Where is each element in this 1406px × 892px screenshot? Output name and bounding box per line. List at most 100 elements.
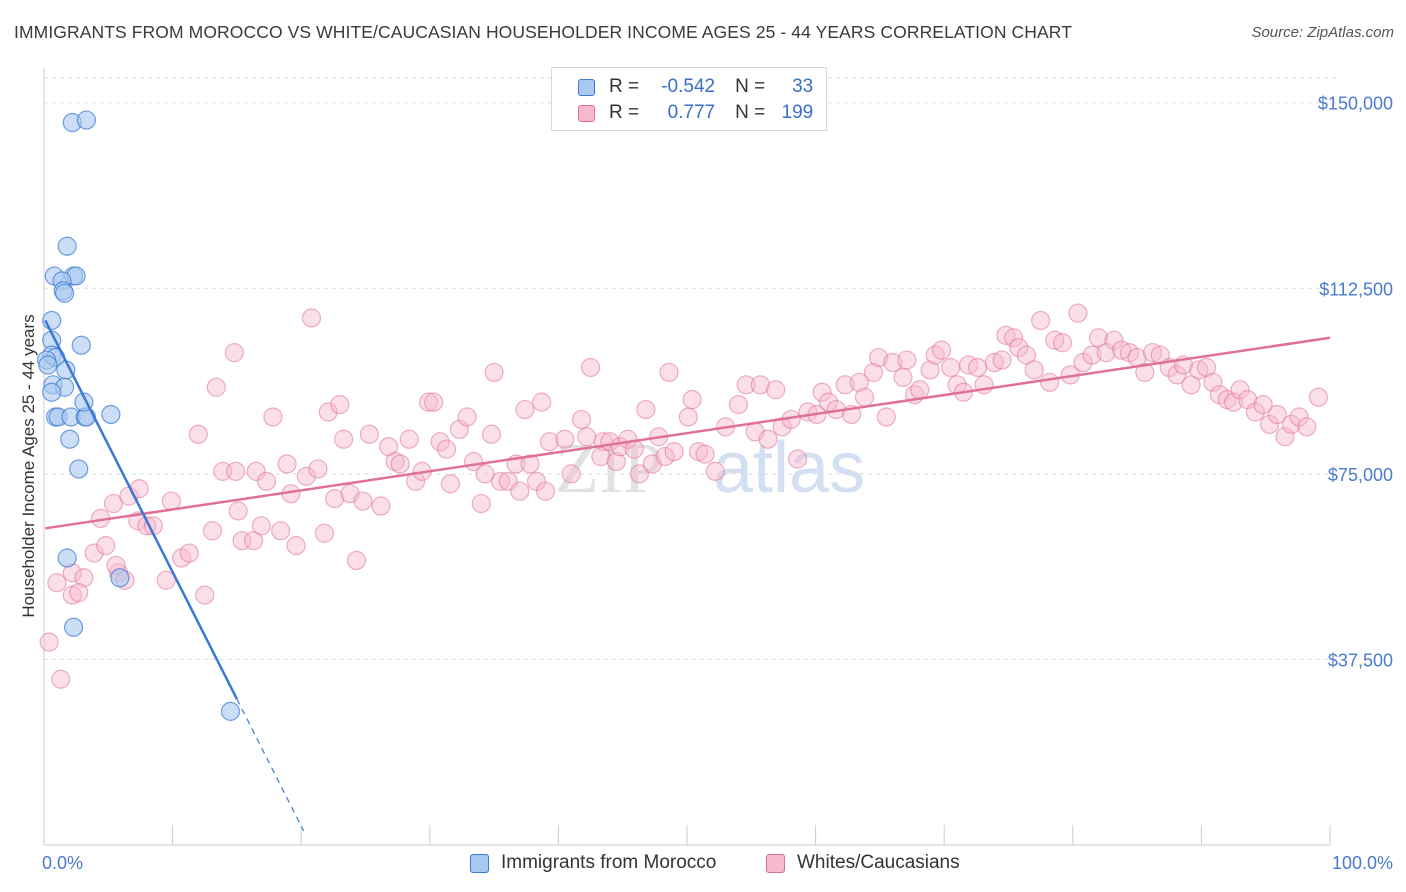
data-point-whites — [1088, 328, 1109, 348]
data-point-whites — [571, 409, 592, 430]
data-point-whites — [591, 446, 611, 467]
y-tick-label: $150,000 — [1318, 94, 1393, 114]
data-point-whites — [664, 442, 684, 462]
data-point-whites — [232, 531, 252, 551]
data-point-whites — [244, 531, 264, 551]
data-point-whites — [736, 375, 756, 395]
data-point-whites — [893, 367, 913, 387]
x-tick-label-max: 100.0% — [1332, 853, 1393, 873]
data-point-whites — [1040, 372, 1060, 392]
data-point-morocco — [101, 404, 121, 425]
y-tick-label: $37,500 — [1328, 650, 1393, 670]
data-point-whites — [277, 454, 297, 474]
data-point-whites — [1181, 375, 1201, 395]
data-point-whites — [1052, 333, 1073, 353]
data-point-whites — [728, 394, 749, 415]
data-point-whites — [510, 481, 530, 501]
data-point-whites — [750, 375, 770, 395]
data-point-whites — [520, 454, 540, 474]
data-point-whites — [1297, 417, 1317, 437]
legend-n-label: N = — [735, 76, 766, 97]
data-point-whites — [346, 550, 367, 571]
data-point-whites — [179, 543, 199, 563]
data-point-whites — [399, 429, 419, 449]
data-point-whites — [490, 471, 511, 491]
data-point-whites — [897, 350, 917, 370]
data-point-whites — [308, 459, 328, 479]
source-credit: Source: ZipAtlas.com — [1251, 24, 1394, 41]
data-point-whites — [390, 454, 410, 474]
chart-title: IMMIGRANTS FROM MOROCCO VS WHITE/CAUCASI… — [14, 22, 1073, 42]
tick-labels: $37,500 $75,000 $112,500 $150,000 0.0% 100.0% — [42, 94, 1393, 873]
bottom-legend-whites: Whites/Caucasians — [766, 852, 960, 874]
data-point-whites — [561, 464, 581, 484]
data-point-whites — [318, 402, 338, 422]
data-point-whites — [1024, 360, 1044, 380]
legend-row-whites: R = 0.777 N = 199 — [578, 100, 813, 126]
data-point-whites — [271, 521, 291, 541]
data-point-whites — [678, 407, 698, 427]
data-point-whites — [424, 392, 444, 412]
data-point-whites — [74, 568, 94, 588]
trend-lines — [44, 319, 1331, 832]
data-point-whites — [695, 444, 715, 464]
data-point-whites — [515, 399, 535, 420]
data-point-whites — [1082, 345, 1102, 365]
data-point-whites — [766, 380, 786, 400]
data-point-whites — [1016, 345, 1037, 365]
data-point-whites — [1004, 328, 1024, 348]
data-point-whites — [1203, 372, 1223, 392]
data-point-whites — [854, 387, 875, 407]
data-point-whites — [535, 481, 556, 501]
data-point-whites — [1259, 414, 1280, 434]
legend-r-label: R = — [609, 76, 640, 97]
data-point-whites — [286, 536, 306, 556]
legend-row-morocco: R = -0.542 N = 33 — [578, 74, 813, 100]
data-point-morocco — [110, 568, 130, 588]
data-point-whites — [69, 583, 89, 603]
data-point-whites — [457, 407, 477, 427]
data-point-morocco — [76, 110, 97, 130]
data-point-whites — [705, 461, 725, 481]
data-point-whites — [1275, 427, 1295, 447]
data-point-whites — [577, 427, 597, 447]
data-point-whites — [1167, 365, 1187, 385]
data-point-whites — [103, 493, 124, 514]
data-point-whites — [1142, 343, 1163, 363]
data-point-whites — [39, 632, 59, 652]
trend-line-morocco-extension — [236, 698, 305, 832]
data-point-whites — [869, 347, 889, 368]
legend-swatch-pink — [578, 104, 595, 122]
watermark-atlas: atlas — [713, 428, 865, 508]
legend-n-value: 33 — [792, 76, 814, 97]
data-point-whites — [251, 516, 271, 536]
data-point-whites — [883, 352, 903, 373]
data-point-whites — [1189, 360, 1209, 380]
bottom-legend-morocco: Immigrants from Morocco — [470, 852, 716, 874]
data-point-morocco — [54, 283, 75, 303]
data-point-whites — [910, 380, 930, 400]
data-point-whites — [228, 501, 248, 521]
axes — [43, 68, 1331, 846]
data-point-whites — [758, 429, 778, 449]
data-point-morocco — [42, 382, 62, 402]
data-point-whites — [629, 464, 650, 484]
data-point-whites — [325, 489, 345, 509]
data-point-whites — [1230, 380, 1250, 400]
data-point-whites — [1068, 303, 1088, 323]
data-point-whites — [580, 357, 601, 378]
data-point-whites — [484, 362, 504, 383]
x-tick-label-min: 0.0% — [42, 853, 83, 873]
data-point-whites — [51, 669, 71, 689]
data-point-whites — [655, 446, 675, 467]
data-point-whites — [471, 493, 491, 514]
data-point-whites — [606, 451, 626, 472]
data-point-whites — [195, 585, 215, 605]
data-point-whites — [246, 461, 266, 481]
data-point-whites — [941, 357, 961, 378]
data-point-whites — [475, 464, 495, 484]
legend-n-value: 199 — [781, 102, 814, 123]
data-point-whites — [1308, 387, 1329, 407]
data-point-whites — [787, 449, 808, 469]
data-point-whites — [156, 570, 176, 590]
